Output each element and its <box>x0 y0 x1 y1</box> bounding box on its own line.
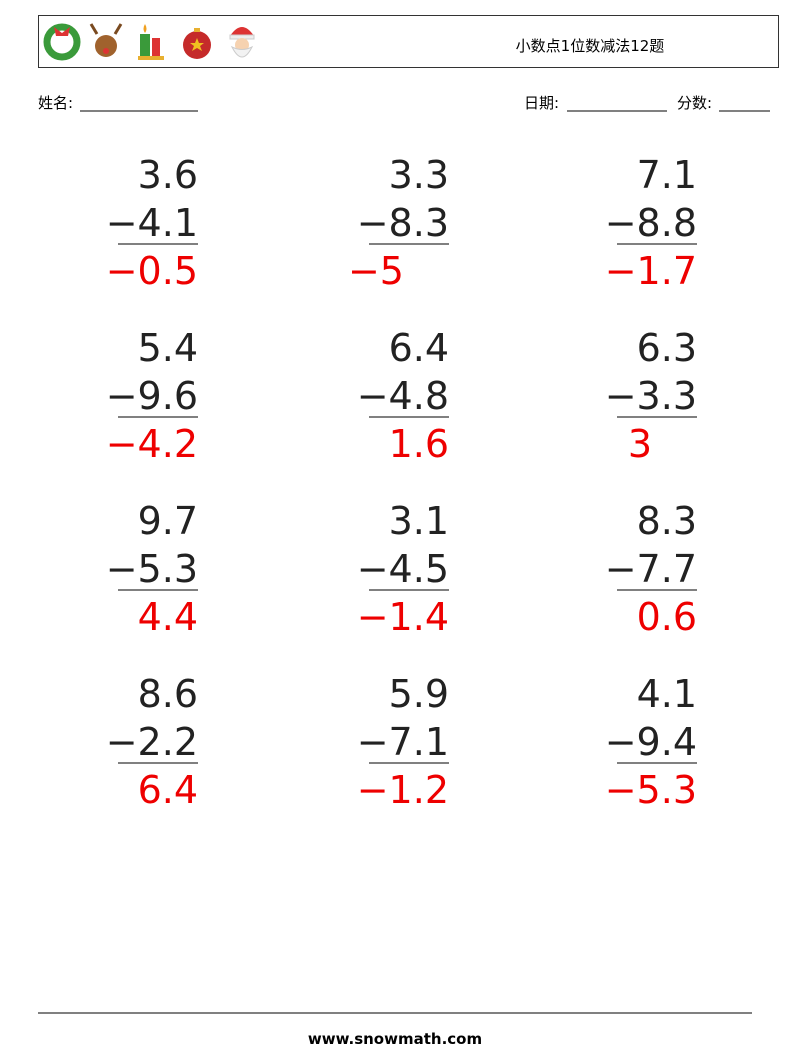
top-number: 3.6 <box>138 153 198 197</box>
problems: 3.6−4.1−0.53.3−8.3−57.1−8.8−1.75.4−9.6−4… <box>106 153 697 812</box>
bottom-number: −2.2 <box>106 720 198 764</box>
top-number: 8.3 <box>637 499 697 543</box>
bottom-number: −4.5 <box>357 547 449 591</box>
header-box <box>38 15 779 68</box>
answer: −4.2 <box>106 422 198 466</box>
top-number: 3.1 <box>389 499 449 543</box>
top-number: 6.3 <box>637 326 697 370</box>
date-label: 日期: <box>524 94 559 112</box>
answer: 6.4 <box>138 768 198 812</box>
answer: 4.4 <box>138 595 198 639</box>
answer: 3 <box>628 422 652 466</box>
answer: −1.7 <box>605 249 697 293</box>
top-number: 5.9 <box>389 672 449 716</box>
top-number: 8.6 <box>138 672 198 716</box>
bottom-number: −4.8 <box>357 374 449 418</box>
answer: 0.6 <box>637 595 697 639</box>
answer: −5.3 <box>605 768 697 812</box>
name-label: 姓名: <box>38 94 73 112</box>
answer: −5 <box>348 249 404 293</box>
title: 小数点1位数减法12题 <box>516 37 665 55</box>
bottom-number: −9.6 <box>106 374 198 418</box>
icons <box>43 23 255 61</box>
top-number: 4.1 <box>637 672 697 716</box>
answer: 1.6 <box>389 422 449 466</box>
bottom-number: −5.3 <box>106 547 198 591</box>
bottom-number: −8.3 <box>357 201 449 245</box>
top-number: 7.1 <box>637 153 697 197</box>
bottom-number: −8.8 <box>605 201 697 245</box>
answer: −1.2 <box>357 768 449 812</box>
answer: −1.4 <box>357 595 449 639</box>
bottom-number: −7.1 <box>357 720 449 764</box>
footer-site: www.snowmath.com <box>308 1030 482 1048</box>
bottom-number: −3.3 <box>605 374 697 418</box>
answer: −0.5 <box>106 249 198 293</box>
top-number: 6.4 <box>389 326 449 370</box>
top-number: 5.4 <box>138 326 198 370</box>
top-number: 3.3 <box>389 153 449 197</box>
bottom-number: −7.7 <box>605 547 697 591</box>
score-label: 分数: <box>677 94 712 112</box>
bottom-number: −9.4 <box>605 720 697 764</box>
top-number: 9.7 <box>138 499 198 543</box>
bottom-number: −4.1 <box>106 201 198 245</box>
